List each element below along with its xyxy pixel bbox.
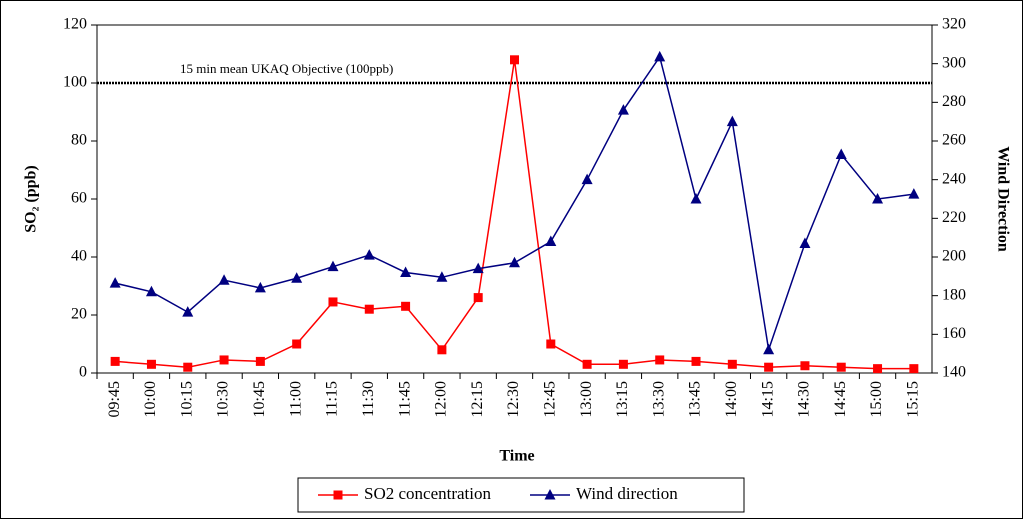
- x-tick-label: 15:15: [905, 381, 922, 417]
- data-point: [691, 356, 701, 366]
- y-tick-label: 60: [71, 190, 87, 207]
- data-point: [110, 356, 120, 366]
- data-point: [836, 362, 846, 372]
- x-tick-label: 14:45: [832, 381, 849, 417]
- data-point: [872, 193, 884, 204]
- data-point: [182, 306, 194, 317]
- data-point: [364, 304, 374, 314]
- x-tick-label: 09:45: [106, 381, 123, 417]
- data-point: [727, 359, 737, 369]
- y-tick-label: 20: [71, 306, 87, 323]
- y2-tick-label: 140: [942, 364, 966, 381]
- y-tick-label: 40: [71, 248, 87, 265]
- data-point: [510, 55, 519, 65]
- x-tick-label: 12:30: [505, 381, 522, 417]
- x-axis-title: Time: [499, 448, 534, 465]
- x-tick-label: 11:30: [360, 381, 377, 417]
- x-tick-label: 10:15: [178, 381, 195, 417]
- data-point: [437, 345, 447, 355]
- reference-label: 15 min mean UKAQ Objective (100ppb): [180, 61, 393, 76]
- y-tick-label: 0: [79, 364, 87, 381]
- x-tick-label: 12:15: [469, 381, 486, 417]
- data-point: [146, 359, 156, 369]
- data-point: [835, 148, 847, 160]
- data-point: [292, 339, 302, 349]
- x-tick-label: 14:00: [723, 381, 740, 417]
- x-tick-label: 10:30: [215, 381, 232, 417]
- data-point: [473, 293, 483, 303]
- data-point: [546, 339, 556, 349]
- x-tick-label: 12:45: [541, 381, 558, 417]
- y2-tick-label: 180: [942, 286, 966, 303]
- data-point: [909, 364, 919, 374]
- x-tick-label: 15:00: [868, 381, 885, 417]
- x-tick-label: 10:00: [142, 381, 159, 417]
- data-point: [690, 193, 702, 204]
- data-point: [726, 115, 738, 127]
- data-point: [655, 355, 665, 365]
- data-point: [363, 249, 375, 260]
- x-tick-label: 10:45: [251, 381, 268, 417]
- y2-axis-title: Wind Direction: [994, 146, 1011, 252]
- data-point: [472, 262, 484, 274]
- x-tick-label: 13:15: [614, 381, 631, 417]
- y2-tick-label: 280: [942, 93, 966, 110]
- data-point: [799, 237, 811, 248]
- data-point: [800, 361, 810, 371]
- y2-tick-label: 220: [942, 209, 966, 226]
- x-tick-label: 14:15: [759, 381, 776, 417]
- x-tick-label: 11:45: [396, 381, 413, 417]
- data-point: [509, 256, 520, 268]
- x-tick-label: 11:15: [324, 381, 341, 417]
- legend-label: SO2 concentration: [364, 484, 491, 503]
- y2-tick-label: 200: [942, 248, 966, 265]
- data-point: [436, 271, 448, 282]
- x-tick-label: 11:00: [287, 381, 304, 417]
- data-point: [400, 266, 412, 277]
- y2-tick-label: 300: [942, 54, 966, 71]
- data-point: [581, 173, 593, 185]
- x-tick-label: 13:30: [650, 381, 667, 417]
- data-point: [183, 362, 193, 372]
- data-point: [763, 343, 775, 355]
- data-point: [582, 359, 592, 369]
- y2-tick-label: 240: [942, 170, 966, 187]
- data-point: [328, 297, 338, 307]
- data-point: [145, 285, 157, 297]
- data-point: [617, 104, 629, 115]
- legend-marker: [333, 490, 343, 500]
- legend-marker: [544, 489, 556, 500]
- y2-tick-label: 320: [942, 16, 966, 33]
- data-point: [255, 356, 265, 366]
- x-tick-label: 12:00: [433, 381, 450, 417]
- legend: [297, 477, 745, 513]
- data-point: [545, 235, 557, 247]
- y-tick-label: 100: [63, 74, 87, 91]
- x-tick-label: 13:45: [687, 381, 704, 417]
- x-tick-label: 13:00: [578, 381, 595, 417]
- y-tick-label: 80: [71, 132, 87, 149]
- data-point: [873, 364, 883, 374]
- data-point: [327, 260, 339, 272]
- data-point: [908, 188, 920, 199]
- data-point: [401, 301, 411, 311]
- data-point: [654, 50, 666, 62]
- data-point: [254, 281, 266, 293]
- y-tick-label: 120: [63, 16, 87, 33]
- x-tick-label: 14:30: [796, 381, 813, 417]
- data-point: [218, 274, 230, 285]
- data-point: [764, 362, 774, 372]
- y-axis-title: SO₂ (ppb): [23, 165, 40, 233]
- data-point: [618, 359, 628, 369]
- data-point: [109, 277, 121, 288]
- y2-tick-label: 260: [942, 132, 966, 149]
- data-point: [291, 272, 303, 283]
- y2-tick-label: 160: [942, 325, 966, 342]
- data-point: [219, 355, 229, 365]
- legend-label: Wind direction: [576, 484, 678, 503]
